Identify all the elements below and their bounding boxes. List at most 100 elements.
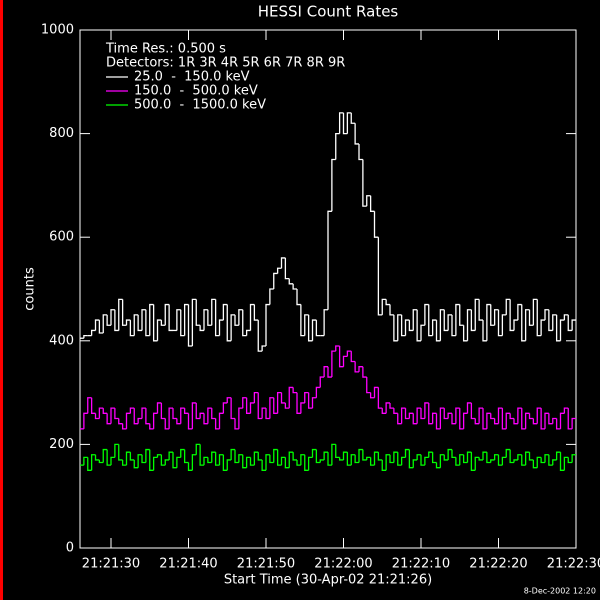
step-segment bbox=[323, 366, 328, 378]
step-segment bbox=[331, 350, 336, 378]
step-segment bbox=[559, 319, 565, 341]
step-segment bbox=[493, 309, 499, 326]
step-segment bbox=[137, 417, 142, 424]
step-segment bbox=[106, 413, 111, 425]
step-segment bbox=[156, 454, 162, 458]
step-segment bbox=[211, 298, 216, 326]
step-segment bbox=[466, 451, 472, 463]
plot-frame bbox=[79, 29, 577, 549]
step-segment bbox=[455, 407, 460, 424]
x-axis-label: Start Time (30-Apr-02 21:21:26) bbox=[224, 573, 432, 588]
step-segment bbox=[90, 397, 96, 414]
step-segment bbox=[238, 407, 243, 429]
step-segment bbox=[548, 454, 553, 466]
step-segment bbox=[245, 397, 251, 414]
step-segment bbox=[346, 112, 352, 134]
step-segment bbox=[435, 320, 441, 342]
step-segment bbox=[470, 452, 476, 471]
step-segment bbox=[218, 412, 224, 429]
step-segment bbox=[532, 418, 538, 425]
step-segment bbox=[470, 309, 476, 332]
step-segment bbox=[168, 451, 173, 460]
step-segment bbox=[168, 304, 173, 332]
step-segment bbox=[110, 309, 115, 326]
step-segment bbox=[373, 451, 379, 466]
step-segment bbox=[400, 314, 406, 337]
step-segment bbox=[183, 303, 189, 336]
step-segment bbox=[397, 452, 402, 466]
step-segment bbox=[393, 451, 398, 463]
step-segment bbox=[466, 309, 472, 341]
step-segment bbox=[315, 386, 321, 398]
step-segment bbox=[261, 407, 266, 419]
step-segment bbox=[470, 402, 476, 420]
step-segment bbox=[540, 457, 545, 464]
step-segment bbox=[501, 408, 507, 430]
step-segment bbox=[439, 309, 445, 341]
step-segment bbox=[133, 408, 139, 425]
step-segment bbox=[234, 418, 239, 430]
step-segment bbox=[238, 454, 243, 463]
step-segment bbox=[358, 143, 363, 161]
step-segment bbox=[509, 449, 514, 464]
y-tick-label: 400 bbox=[49, 333, 74, 348]
step-segment bbox=[129, 452, 135, 461]
step-segment bbox=[176, 418, 181, 425]
step-segment bbox=[230, 314, 235, 341]
step-segment bbox=[176, 309, 181, 331]
step-segment bbox=[276, 267, 282, 274]
step-segment bbox=[145, 408, 150, 425]
step-segment bbox=[98, 320, 104, 334]
step-segment bbox=[385, 402, 390, 414]
step-segment bbox=[141, 407, 146, 419]
step-segment bbox=[199, 412, 204, 419]
step-segment bbox=[300, 304, 305, 337]
step-segment bbox=[459, 304, 464, 326]
step-segment bbox=[513, 459, 518, 463]
step-segment bbox=[381, 459, 387, 471]
step-segment bbox=[273, 448, 278, 463]
step-segment bbox=[459, 408, 464, 430]
step-segment bbox=[222, 303, 228, 321]
step-segment bbox=[552, 459, 557, 466]
step-segment bbox=[358, 366, 363, 372]
x-tick-label: 21:21:30 bbox=[82, 557, 140, 572]
step-segment bbox=[466, 402, 472, 414]
step-segment bbox=[521, 454, 526, 466]
step-segment bbox=[404, 448, 410, 458]
step-segment bbox=[505, 448, 511, 458]
step-segment bbox=[121, 459, 127, 466]
step-segment bbox=[544, 412, 549, 429]
step-segment bbox=[400, 456, 406, 466]
step-segment bbox=[269, 288, 274, 305]
step-segment bbox=[296, 289, 301, 306]
step-segment bbox=[265, 408, 270, 420]
step-segment bbox=[490, 413, 495, 420]
step-segment bbox=[222, 454, 228, 471]
step-segment bbox=[238, 309, 243, 326]
step-segment bbox=[540, 408, 545, 430]
step-segment bbox=[187, 462, 193, 471]
step-segment bbox=[218, 454, 224, 466]
step-segment bbox=[94, 319, 100, 331]
step-segment bbox=[517, 454, 522, 460]
step-segment bbox=[203, 309, 208, 331]
step-segment bbox=[431, 452, 437, 464]
step-segment bbox=[524, 412, 530, 429]
step-segment bbox=[420, 408, 425, 420]
annotation: Time Res.: 0.500 s bbox=[105, 42, 226, 57]
step-segment bbox=[315, 449, 321, 464]
step-segment bbox=[369, 195, 375, 212]
step-segment bbox=[323, 309, 328, 336]
step-segment bbox=[327, 452, 332, 466]
step-segment bbox=[280, 392, 286, 404]
step-segment bbox=[563, 456, 569, 471]
step-segment bbox=[555, 418, 561, 430]
step-segment bbox=[447, 448, 452, 460]
step-segment bbox=[544, 309, 549, 321]
step-segment bbox=[83, 456, 88, 466]
step-segment bbox=[203, 456, 208, 466]
legend-label: 150.0 - 500.0 keV bbox=[134, 84, 258, 99]
step-segment bbox=[172, 452, 177, 469]
step-segment bbox=[373, 211, 379, 238]
